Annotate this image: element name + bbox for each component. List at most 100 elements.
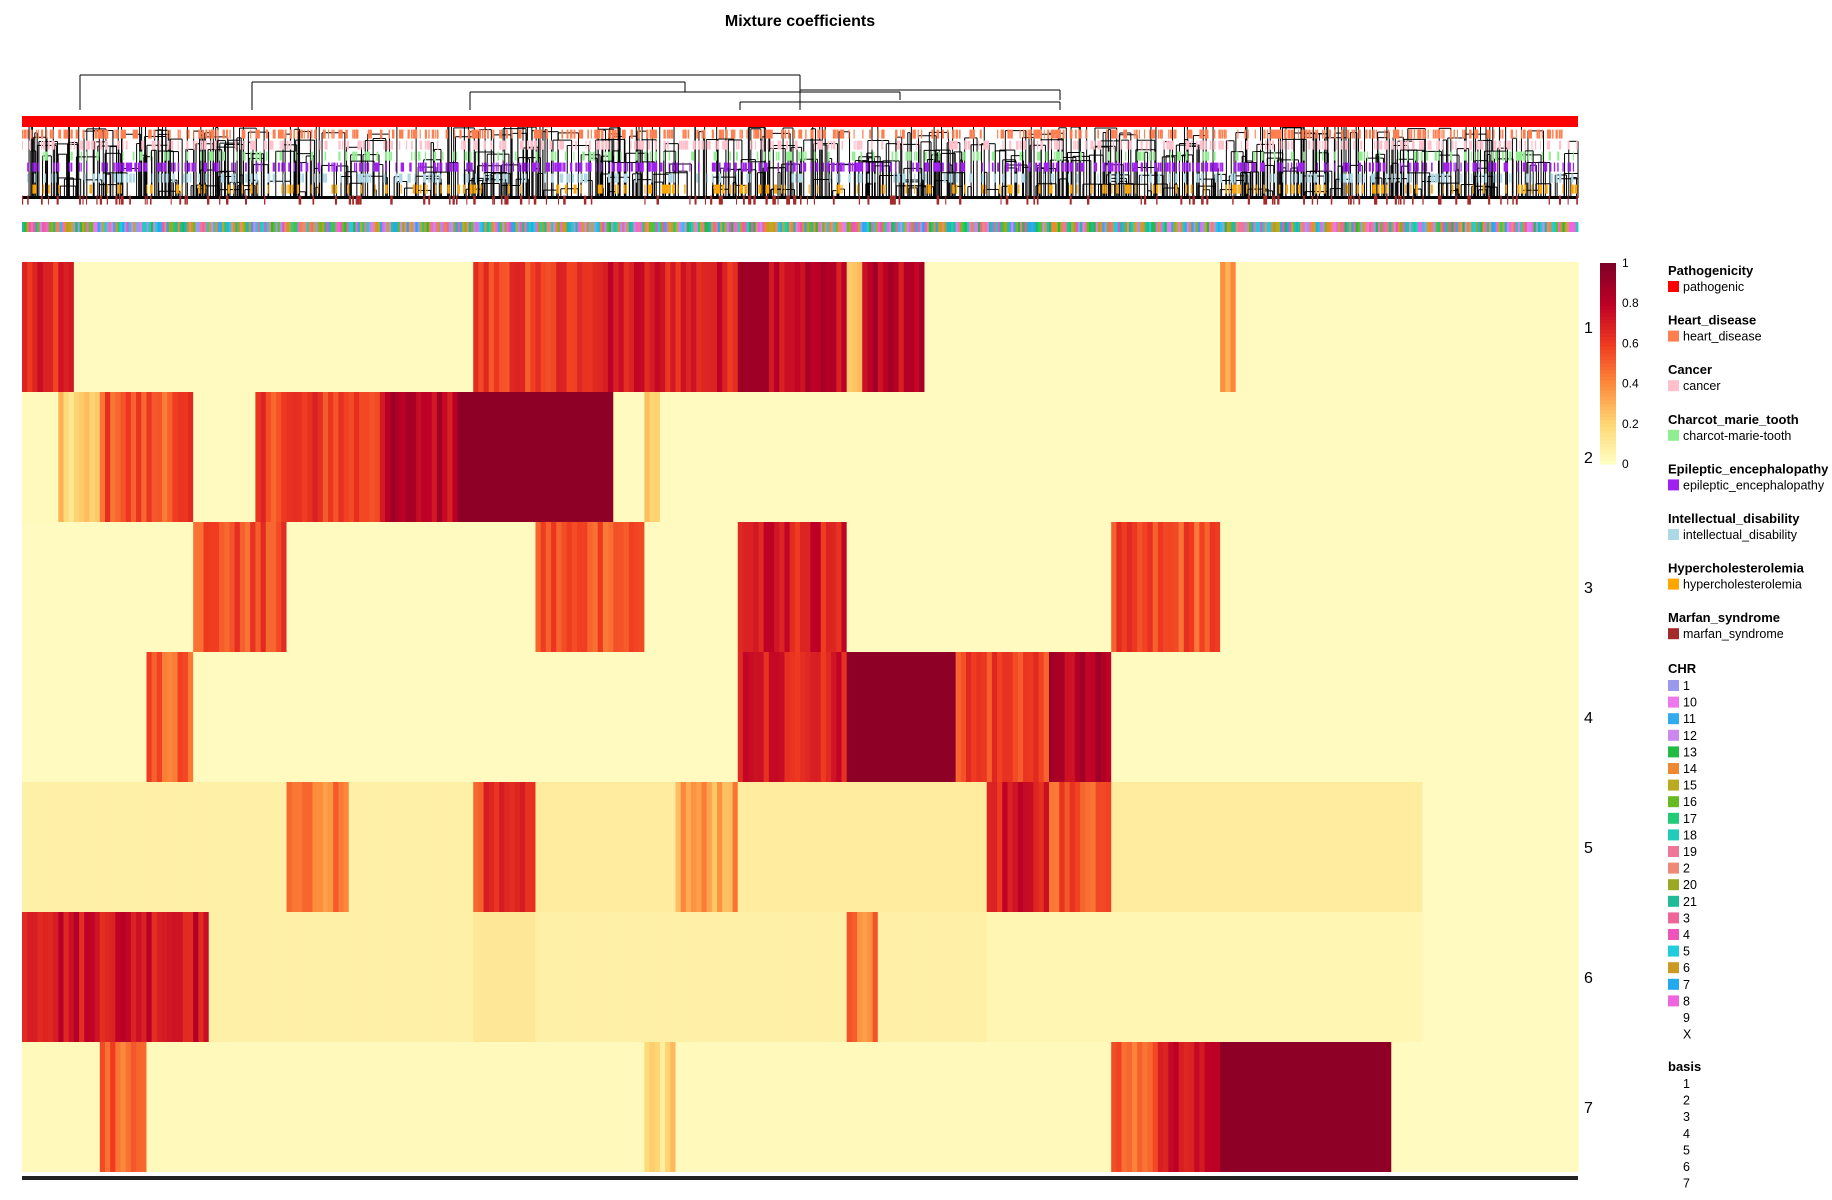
heatmap-cell — [1510, 392, 1517, 522]
chr-mark — [1106, 222, 1110, 232]
track-mark — [37, 162, 40, 172]
track-mark — [198, 129, 201, 139]
track-mark — [647, 162, 651, 172]
heatmap-cell — [742, 522, 749, 652]
chr-mark — [1006, 222, 1010, 232]
track-mark — [22, 195, 24, 205]
track-mark — [841, 184, 843, 194]
track-mark — [589, 151, 592, 161]
track-mark — [1199, 140, 1202, 150]
track-mark — [367, 162, 370, 172]
heatmap-cell — [551, 262, 557, 392]
track-mark — [1303, 129, 1305, 139]
track-mark — [464, 140, 466, 150]
track-mark — [103, 129, 106, 139]
track-mark — [566, 129, 569, 139]
track-mark — [1372, 173, 1375, 183]
track-mark — [611, 129, 614, 139]
track-mark — [896, 140, 899, 150]
track-mark — [805, 162, 807, 172]
track-mark — [492, 195, 494, 205]
track-mark — [1104, 162, 1106, 172]
chr-mark — [326, 222, 330, 232]
chr-mark — [831, 222, 834, 232]
chr-mark — [393, 222, 396, 232]
track-mark — [794, 140, 797, 150]
heatmap-cell — [79, 522, 85, 652]
heatmap-cell — [680, 262, 687, 392]
track-mark — [127, 162, 130, 172]
track-mark — [1050, 140, 1052, 150]
track-mark — [1061, 140, 1063, 150]
track-mark — [1087, 195, 1090, 205]
track-mark — [997, 162, 1000, 172]
chr-mark — [322, 222, 325, 232]
track-mark — [1284, 140, 1286, 150]
chr-mark — [502, 222, 505, 232]
heatmap-cell — [514, 262, 521, 392]
chr-mark — [1195, 222, 1199, 232]
heatmap-cell — [929, 522, 936, 652]
heatmap-cell — [1043, 522, 1050, 652]
track-mark — [1185, 162, 1188, 172]
heatmap-cell — [1111, 392, 1117, 522]
chr-mark — [1273, 222, 1277, 232]
chr-mark — [142, 222, 145, 232]
heatmap-cell — [1189, 522, 1195, 652]
chr-mark — [1197, 222, 1201, 232]
heatmap-cell — [255, 392, 262, 522]
track-mark — [986, 140, 989, 150]
track-mark — [347, 140, 349, 150]
track-mark — [232, 184, 234, 194]
heatmap-cell — [1313, 392, 1320, 522]
chr-mark — [815, 222, 819, 232]
track-mark — [411, 140, 413, 150]
heatmap-cell — [898, 262, 905, 392]
track-mark — [1451, 184, 1454, 194]
track-mark — [239, 140, 241, 150]
heatmap-cell — [239, 522, 246, 652]
heatmap-cell — [903, 522, 910, 652]
chr-mark — [924, 222, 928, 232]
track-mark — [201, 129, 204, 139]
heatmap-cell — [1183, 522, 1190, 652]
chr-mark — [1417, 222, 1421, 232]
chr-mark — [1189, 222, 1192, 232]
track-mark — [1334, 162, 1336, 172]
track-mark — [435, 129, 437, 139]
track-mark — [300, 173, 302, 183]
track-mark — [532, 162, 535, 172]
heatmap-cell — [737, 392, 744, 522]
chr-mark — [108, 222, 112, 232]
chr-mark — [50, 222, 54, 232]
track-mark — [1443, 184, 1445, 194]
track-mark — [1323, 184, 1326, 194]
heatmap-cell — [1557, 262, 1564, 392]
chr-mark — [66, 222, 70, 232]
track-mark — [953, 140, 956, 150]
chr-mark — [715, 222, 719, 232]
track-mark — [435, 173, 437, 183]
track-mark — [353, 162, 356, 172]
heatmap-cell — [1520, 262, 1527, 392]
track-mark — [395, 173, 398, 183]
chr-mark — [784, 222, 788, 232]
track-mark — [559, 173, 562, 183]
heatmap-cell — [1204, 262, 1211, 392]
heatmap-cell — [1028, 392, 1034, 522]
track-mark — [760, 140, 762, 150]
heatmap-cell — [613, 522, 620, 652]
track-mark — [950, 140, 953, 150]
chr-mark — [900, 222, 903, 232]
track-mark — [63, 129, 66, 139]
track-mark — [1519, 151, 1522, 161]
heatmap-cell — [146, 392, 153, 522]
track-mark — [1498, 140, 1502, 150]
heatmap-cell — [499, 262, 505, 392]
heatmap-cell — [960, 262, 967, 392]
track-mark — [419, 140, 423, 150]
track-mark — [1277, 162, 1279, 172]
track-mark — [1538, 184, 1540, 194]
chr-mark — [1051, 222, 1054, 232]
heatmap-cell — [1028, 522, 1034, 652]
